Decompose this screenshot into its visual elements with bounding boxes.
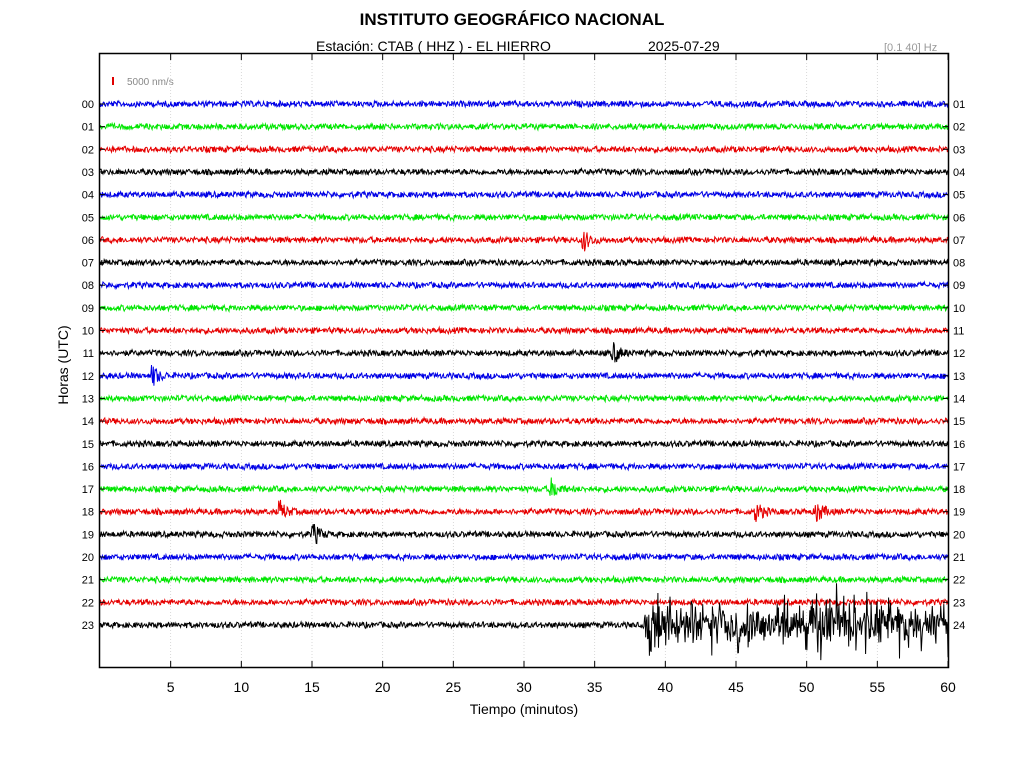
hour-label-left: 17: [82, 484, 94, 496]
hour-label-right: 11: [953, 326, 964, 338]
hour-label-left: 19: [82, 529, 94, 541]
hour-label-right: 06: [953, 212, 965, 224]
trace-hour-02: [99, 144, 949, 155]
x-tick-label: 55: [870, 679, 886, 695]
hour-label-left: 13: [82, 393, 94, 405]
x-tick-label: 45: [728, 679, 744, 695]
trace-hour-03: [99, 166, 949, 177]
x-tick-label: 10: [234, 679, 250, 695]
scale-bar-label: 5000 nm/s: [127, 77, 174, 88]
hour-label-right: 21: [953, 552, 965, 564]
trace-hour-09: [99, 302, 949, 313]
trace-hour-01: [99, 121, 949, 132]
x-tick-label: 20: [375, 679, 391, 695]
x-tick-label: 30: [516, 679, 532, 695]
filter-label: [0.1 40] Hz: [884, 42, 938, 54]
trace-hour-23: [99, 583, 949, 661]
trace-hour-21: [99, 574, 949, 585]
trace-hour-19: [99, 523, 949, 545]
chart-title: INSTITUTO GEOGRÁFICO NACIONAL: [359, 10, 665, 29]
hour-label-left: 08: [82, 280, 94, 292]
hour-label-left: 09: [82, 303, 94, 315]
hour-label-right: 09: [953, 280, 965, 292]
hour-label-right: 05: [953, 190, 965, 202]
trace-hour-12: [100, 364, 949, 386]
scale-bar: [112, 77, 114, 85]
trace-hour-16: [99, 461, 949, 472]
hour-label-left: 20: [82, 552, 94, 564]
hour-label-left: 05: [82, 212, 94, 224]
trace-hour-11: [99, 342, 949, 363]
trace-hour-06: [99, 231, 949, 252]
x-axis-label: Tiempo (minutos): [469, 701, 579, 717]
hour-label-left: 21: [82, 575, 94, 587]
hour-label-right: 01: [953, 99, 965, 111]
hour-label-right: 04: [953, 167, 965, 179]
x-tick-label: 25: [446, 679, 462, 695]
hour-label-right: 02: [953, 122, 965, 134]
x-ticks: 5 10 15 20 25 30 35 40 45 50 55 60: [100, 54, 956, 695]
trace-hour-05: [99, 212, 949, 223]
hour-label-right: 12: [953, 348, 965, 360]
hour-label-right: 13: [953, 371, 965, 383]
hour-label-right: 03: [953, 144, 965, 156]
hour-label-right: 15: [953, 416, 965, 428]
hour-label-left: 23: [82, 620, 94, 632]
trace-hour-13: [99, 393, 949, 404]
hour-label-left: 02: [82, 144, 94, 156]
hour-label-right: 23: [953, 597, 965, 609]
hour-label-left: 11: [83, 348, 94, 360]
hour-labels: 00 01 01 02 02 03 03 04 04 05 05 06 06 07 07 08 08 09 09 10…: [82, 99, 966, 632]
hour-label-left: 07: [82, 258, 94, 270]
hour-label-right: 20: [953, 529, 965, 541]
hour-label-left: 16: [82, 461, 94, 473]
trace-hour-17: [99, 477, 949, 496]
x-tick-label: 15: [304, 679, 320, 695]
trace-hour-00: [99, 99, 949, 110]
hour-label-left: 04: [82, 190, 94, 202]
grid-lines: [170, 54, 878, 667]
plot-frame: [98, 52, 950, 669]
station-label: Estación: CTAB ( HHZ ) - EL HIERRO: [316, 38, 551, 54]
seismic-traces: [99, 99, 949, 661]
trace-hour-04: [99, 189, 949, 200]
x-tick-label: 5: [167, 679, 175, 695]
hour-label-right: 17: [953, 461, 965, 473]
hour-label-left: 18: [82, 507, 94, 519]
x-tick-label: 35: [587, 679, 603, 695]
hour-label-left: 03: [82, 167, 94, 179]
hour-label-left: 15: [82, 439, 94, 451]
x-tick-label: 60: [940, 679, 956, 695]
x-tick-label: 50: [799, 679, 815, 695]
hour-label-right: 08: [953, 258, 965, 270]
trace-hour-08: [99, 280, 949, 291]
hour-label-right: 10: [953, 303, 965, 315]
hour-label-right: 24: [953, 620, 965, 632]
hour-label-right: 22: [953, 575, 965, 587]
hour-label-left: 06: [82, 235, 94, 247]
hour-label-left: 01: [82, 122, 94, 134]
date-label: 2025-07-29: [648, 38, 720, 54]
trace-hour-22: [99, 597, 949, 608]
hour-label-right: 16: [953, 439, 965, 451]
trace-hour-20: [99, 551, 949, 563]
hour-label-left: 22: [82, 597, 94, 609]
x-tick-label: 40: [658, 679, 674, 695]
hour-label-left: 10: [82, 326, 94, 338]
trace-hour-07: [99, 257, 949, 268]
hour-label-left: 00: [82, 99, 94, 111]
hour-label-right: 18: [953, 484, 965, 496]
trace-hour-14: [99, 415, 949, 426]
hour-label-left: 12: [82, 371, 94, 383]
hour-label-right: 07: [953, 235, 965, 247]
trace-hour-10: [99, 325, 949, 336]
trace-hour-18: [99, 499, 949, 523]
hour-label-right: 14: [953, 393, 965, 405]
trace-hour-15: [99, 438, 949, 449]
hour-label-right: 19: [953, 507, 965, 519]
hour-label-left: 14: [82, 416, 94, 428]
